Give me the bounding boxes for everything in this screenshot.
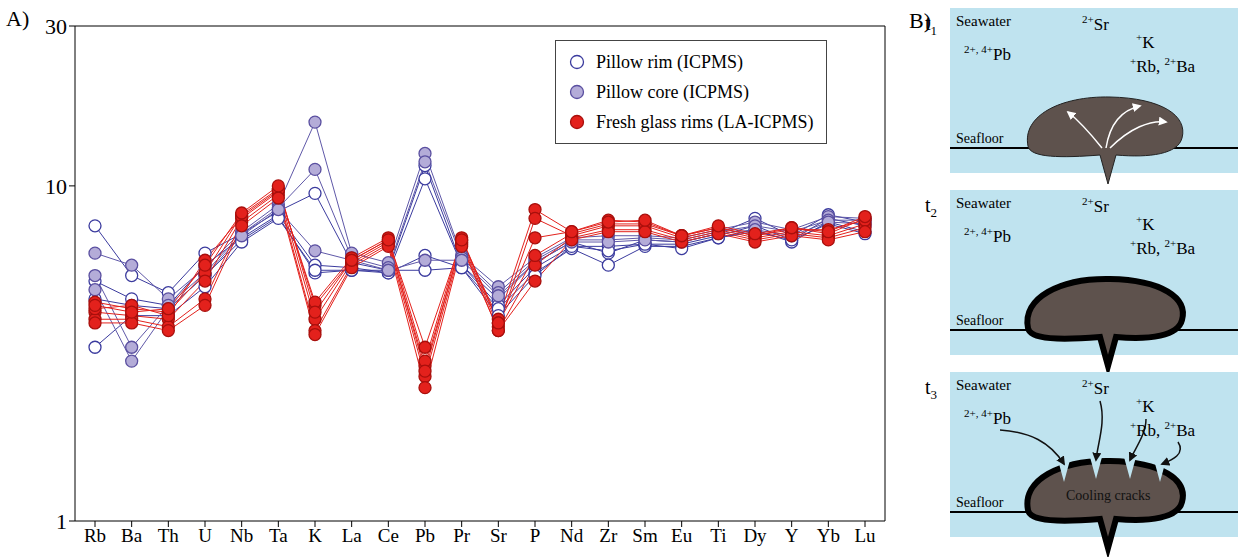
svg-text:Seawater: Seawater <box>956 377 1011 393</box>
svg-text:2+, 4+Pb: 2+, 4+Pb <box>964 407 1011 428</box>
html-text:A): A) <box>6 6 30 31</box>
svg-text:Ba: Ba <box>121 525 143 546</box>
svg-text:Seawater: Seawater <box>956 195 1011 211</box>
svg-text:Seawater: Seawater <box>956 13 1011 29</box>
svg-text:Cooling cracks: Cooling cracks <box>1066 488 1150 503</box>
svg-text:Nd: Nd <box>560 525 584 546</box>
svg-text:2+Sr: 2+Sr <box>1082 195 1109 216</box>
html-text:Pillow rim (ICPMS): Pillow rim (ICPMS) <box>596 51 743 72</box>
svg-text:P: P <box>530 525 541 546</box>
svg-text:t2: t2 <box>925 194 937 220</box>
svg-text:t3: t3 <box>925 376 937 402</box>
svg-text:Seafloor: Seafloor <box>956 131 1004 146</box>
svg-text:Y: Y <box>785 525 799 546</box>
svg-text:La: La <box>342 525 363 546</box>
svg-text:Ta: Ta <box>269 525 288 546</box>
svg-text:Yb: Yb <box>817 525 840 546</box>
svg-text:+Rb, 2+Ba: +Rb, 2+Ba <box>1130 419 1196 440</box>
svg-text:2+Sr: 2+Sr <box>1082 377 1109 398</box>
svg-text:Zr: Zr <box>599 525 618 546</box>
svg-text:30: 30 <box>45 14 67 39</box>
svg-text:Sm: Sm <box>632 525 658 546</box>
html-text:Fresh glass rims (LA-ICPMS): Fresh glass rims (LA-ICPMS) <box>596 111 814 132</box>
svg-text:B): B) <box>909 8 931 33</box>
svg-text:Seafloor: Seafloor <box>956 495 1004 510</box>
svg-text:Ce: Ce <box>378 525 399 546</box>
svg-text:2+, 4+Pb: 2+, 4+Pb <box>964 43 1011 64</box>
html-text:Pillow core (ICPMS): Pillow core (ICPMS) <box>596 81 749 102</box>
svg-text:Pr: Pr <box>453 525 471 546</box>
svg-text:1: 1 <box>56 509 67 534</box>
svg-text:10: 10 <box>45 174 67 199</box>
svg-text:Ti: Ti <box>710 525 726 546</box>
svg-text:+K: +K <box>1136 213 1155 234</box>
svg-text:Pb: Pb <box>415 525 435 546</box>
svg-text:Rb: Rb <box>84 525 106 546</box>
svg-text:+K: +K <box>1136 395 1155 416</box>
svg-text:Eu: Eu <box>671 525 693 546</box>
svg-text:Dy: Dy <box>743 525 767 546</box>
svg-text:Seafloor: Seafloor <box>956 313 1004 328</box>
svg-text:Sr: Sr <box>490 525 508 546</box>
svg-text:t1: t1 <box>925 12 937 38</box>
svg-text:U: U <box>198 525 212 546</box>
svg-text:+K: +K <box>1136 31 1155 52</box>
svg-text:2+, 4+Pb: 2+, 4+Pb <box>964 225 1011 246</box>
svg-text:2+Sr: 2+Sr <box>1082 13 1109 34</box>
svg-text:Lu: Lu <box>854 525 876 546</box>
svg-text:Nb: Nb <box>230 525 253 546</box>
svg-text:Th: Th <box>158 525 180 546</box>
svg-text:+Rb, 2+Ba: +Rb, 2+Ba <box>1130 237 1196 258</box>
svg-text:K: K <box>308 525 322 546</box>
svg-text:+Rb, 2+Ba: +Rb, 2+Ba <box>1130 55 1196 76</box>
